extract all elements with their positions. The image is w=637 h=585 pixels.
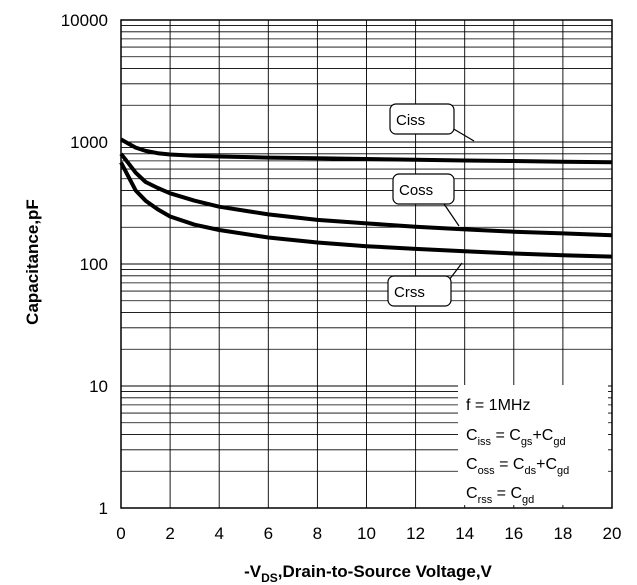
legend-text-part: C: [466, 456, 478, 473]
legend-text-part: f = 1MHz: [466, 397, 530, 414]
x-axis-label-rest: ,Drain-to-Source Voltage,V: [278, 562, 493, 581]
y-tick-label: 1: [99, 499, 108, 518]
callout-box: [389, 103, 455, 135]
legend-text-part: +C: [536, 456, 557, 473]
x-tick-label: 2: [165, 524, 174, 543]
x-tick-label: 10: [357, 524, 376, 543]
y-axis-label: Capacitance,pF: [23, 199, 42, 325]
callouts: Ciss Coss Crss: [387, 103, 475, 307]
callout-leader: [451, 127, 475, 142]
legend-text-part: = C: [495, 456, 525, 473]
legend-text-part: ds: [524, 465, 536, 477]
legend-line: Crss = Cgd: [466, 485, 534, 506]
legend-background: [458, 385, 608, 505]
legend-text-part: oss: [478, 465, 496, 477]
x-tick-label: 6: [264, 524, 273, 543]
x-tick-label: 16: [504, 524, 523, 543]
legend-text-part: C: [466, 485, 478, 502]
legend-text-part: gd: [557, 465, 569, 477]
x-tick-label: 20: [603, 524, 622, 543]
y-tick-labels: 1 10 100 1000 10000: [61, 11, 108, 518]
callout-box: [392, 173, 455, 205]
series-line-ciss: [120, 137, 613, 165]
x-tick-label: 0: [116, 524, 125, 543]
legend-text-part: gd: [553, 436, 565, 448]
legend-text-part: +C: [532, 427, 553, 444]
legend-text-part: rss: [478, 494, 493, 506]
plot-frame: [120, 19, 613, 509]
series-line-crss: [119, 161, 613, 259]
x-axis-label-prefix: -V: [244, 562, 262, 581]
series-line-coss: [119, 152, 613, 238]
x-tick-label: 14: [455, 524, 474, 543]
legend-line: Ciss = Cgs+Cgd: [466, 427, 566, 448]
callout-label-crss: Crss: [394, 284, 425, 301]
x-tick-label: 12: [406, 524, 425, 543]
legend-text-part: C: [466, 427, 478, 444]
x-tick-label: 4: [214, 524, 223, 543]
y-tick-label: 10000: [61, 11, 108, 30]
x-axis-label-sub: DS: [261, 571, 278, 585]
callout-label-coss: Coss: [399, 182, 433, 199]
legend-text-part: iss: [478, 436, 492, 448]
y-tick-label: 10: [89, 377, 108, 396]
legend-text-part: gd: [522, 494, 534, 506]
x-tick-label: 18: [553, 524, 572, 543]
legend-line: Coss = Cds+Cgd: [466, 456, 569, 477]
callout-label-ciss: Ciss: [396, 112, 425, 129]
legend-line: f = 1MHz: [466, 397, 530, 414]
x-tick-label: 8: [313, 524, 322, 543]
callout-leader: [448, 262, 463, 281]
legend-text-part: = C: [492, 485, 522, 502]
y-tick-label: 1000: [70, 133, 108, 152]
series-lines: [119, 137, 613, 259]
x-tick-labels: 0 2 4 6 8 10 12 14 16 18 20: [116, 524, 621, 543]
legend-text-part: gs: [521, 436, 533, 448]
x-axis-label: -VDS,Drain-to-Source Voltage,V: [244, 562, 492, 585]
callout-box: [387, 275, 452, 307]
y-tick-label: 100: [80, 255, 108, 274]
legend-text-part: = C: [491, 427, 521, 444]
